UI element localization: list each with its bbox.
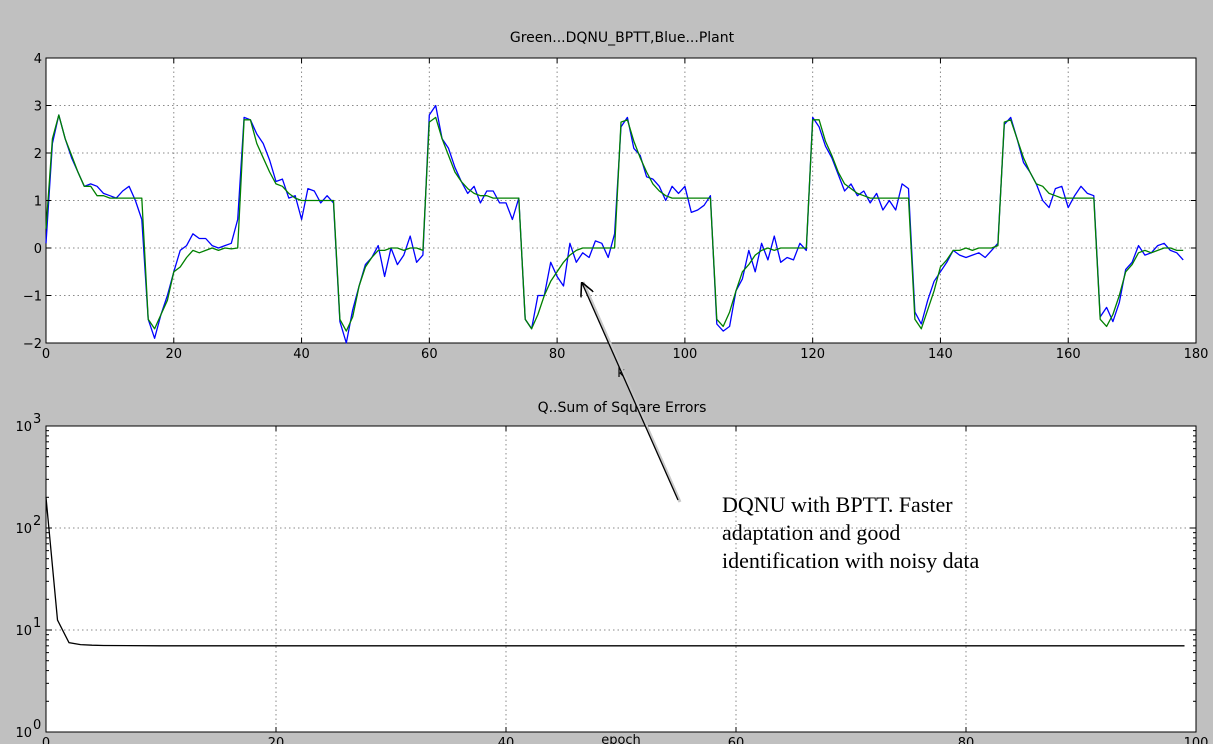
top-y-tick-label: 2: [34, 147, 42, 162]
top-y-tick-label: −2: [23, 337, 42, 352]
bottom-x-tick-label: 40: [498, 736, 515, 744]
top-x-tick-label: 80: [549, 347, 566, 362]
top-y-tick-label: 3: [34, 100, 42, 115]
annotation-line: identification with noisy data: [722, 548, 980, 573]
top-y-tick-label: 0: [34, 242, 42, 257]
top-x-tick-label: 180: [1184, 347, 1209, 362]
bottom-y-tick-exponent: 1: [33, 616, 41, 631]
bottom-x-tick-label: 100: [1184, 736, 1209, 744]
bottom-plot: Q..Sum of Square Errors 0 20 40 60 80 100 100…: [15, 400, 1208, 744]
top-x-tick-label: 140: [928, 347, 953, 362]
top-plot: Green...DQNU_BPTT,Blue...Plant 0 20 40 60 80…: [23, 30, 1209, 381]
bottom-plot-x-ticks: 0 20 40 60 80 100: [42, 426, 1209, 744]
top-plot-area: [45, 57, 1197, 344]
top-x-tick-label: 20: [166, 347, 183, 362]
top-plot-series: [45, 104, 1184, 344]
annotation-text: DQNU with BPTT. Faster adaptation and go…: [722, 491, 1122, 575]
top-y-tick-label: 4: [34, 52, 42, 67]
bottom-x-tick-label: 80: [958, 736, 975, 744]
top-x-tick-label: 120: [800, 347, 825, 362]
bottom-y-tick-exponent: 3: [33, 412, 41, 427]
bottom-y-tick-exponent: 0: [33, 718, 41, 733]
top-x-tick-label: 40: [293, 347, 310, 362]
bottom-y-tick-label: 10: [15, 624, 32, 639]
bottom-y-tick-label: 10: [15, 726, 32, 741]
bottom-plot-title: Q..Sum of Square Errors: [538, 400, 707, 416]
bottom-y-tick-exponent: 2: [33, 514, 41, 529]
bottom-plot-grid: [46, 426, 1196, 732]
top-x-tick-label: 100: [672, 347, 697, 362]
bottom-series-line-1: [45, 497, 1185, 647]
top-series-line-2: [45, 114, 1184, 332]
top-y-tick-label: 1: [34, 195, 42, 210]
bottom-x-tick-label: 60: [728, 736, 745, 744]
top-plot-x-ticks: 0 20 40 60 80 100 120 140 160 180: [42, 58, 1209, 362]
bottom-plot-xlabel: epoch: [601, 733, 641, 744]
top-plot-y-ticks: −2 −1 0 1 2 3 4: [23, 52, 1196, 352]
top-x-tick-label: 60: [421, 347, 438, 362]
bottom-x-tick-label: 0: [42, 736, 50, 744]
bottom-y-tick-label: 10: [15, 522, 32, 537]
annotation-arrow: [582, 282, 682, 503]
top-x-tick-label: 0: [42, 347, 50, 362]
annotation-line: DQNU with BPTT. Faster: [722, 492, 953, 517]
bottom-x-tick-label: 20: [268, 736, 285, 744]
top-series-line-1: [45, 104, 1184, 344]
bottom-plot-area: [45, 425, 1197, 733]
bottom-plot-series: [45, 497, 1185, 647]
annotation-line: adaptation and good: [722, 520, 901, 545]
top-x-tick-label: 160: [1056, 347, 1081, 362]
top-y-tick-label: −1: [23, 290, 42, 305]
bottom-y-tick-label: 10: [15, 420, 32, 435]
top-plot-xlabel: k: [617, 366, 625, 381]
top-plot-title: Green...DQNU_BPTT,Blue...Plant: [510, 30, 735, 46]
